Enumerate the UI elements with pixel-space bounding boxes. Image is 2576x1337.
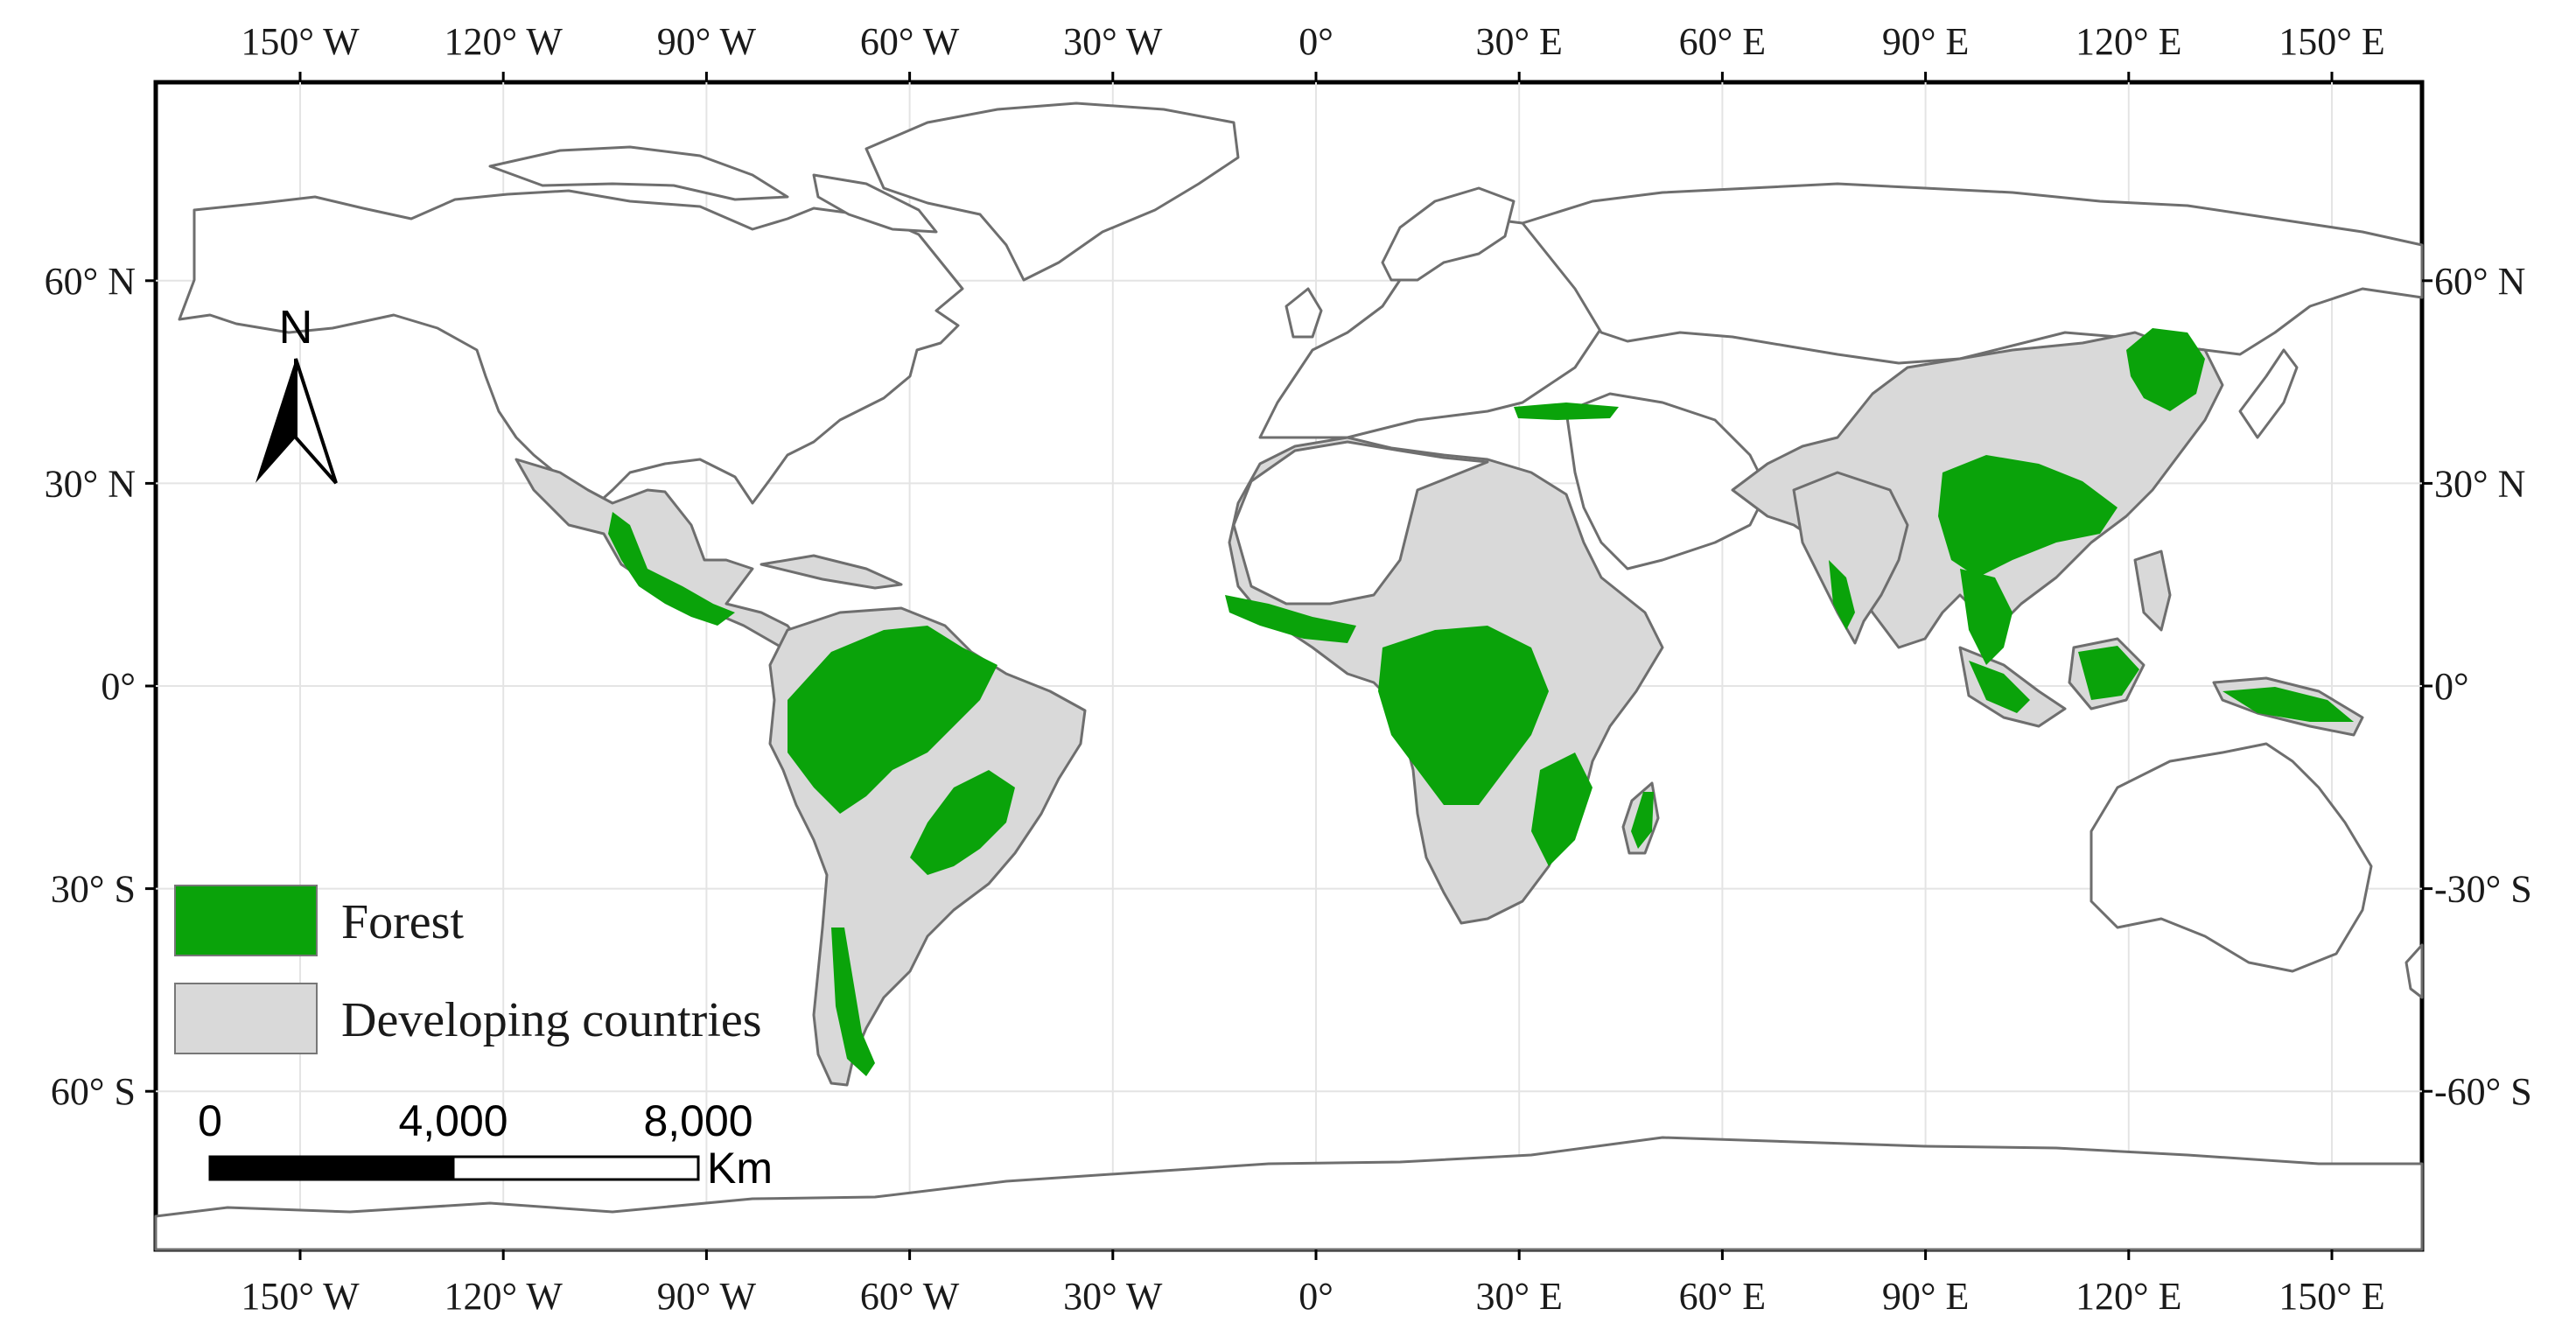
tick-label-bottom-4: 30° W — [1063, 1275, 1163, 1318]
tick-label-bottom-8: 90° E — [1882, 1275, 1969, 1318]
tick-label-right-2: 0° — [2434, 665, 2469, 708]
forest-west-africa — [1225, 595, 1356, 643]
legend-label-developing: Developing countries — [341, 993, 762, 1047]
baffin-island — [812, 173, 938, 234]
tick-label-top-3: 60° W — [860, 20, 960, 63]
forest-congo — [1378, 626, 1549, 805]
uk — [1284, 287, 1323, 339]
scale-label-4000: 4,000 — [398, 1096, 508, 1145]
forest-amazon — [788, 626, 998, 814]
tick-label-bottom-2: 90° W — [657, 1275, 757, 1318]
antarctica — [154, 1136, 2424, 1251]
tick-label-right-1: 30° N — [2434, 462, 2525, 505]
legend-label-forest: Forest — [341, 895, 464, 949]
tick-label-top-5: 0° — [1298, 20, 1334, 63]
caribbean-islands — [760, 554, 903, 590]
india — [1792, 471, 1909, 645]
tick-label-top-6: 30° E — [1475, 20, 1562, 63]
tick-label-top-2: 90° W — [657, 20, 757, 63]
japan — [2238, 348, 2299, 439]
tick-label-bottom-1: 120° W — [444, 1275, 564, 1318]
tick-label-right-4: -60° S — [2434, 1070, 2532, 1113]
forest-new-guinea — [2222, 687, 2354, 722]
north-arrow: N — [256, 301, 338, 485]
mexico-central-america — [514, 458, 807, 649]
tick-label-bottom-7: 60° E — [1679, 1275, 1766, 1318]
tick-label-top-9: 120° E — [2076, 20, 2181, 63]
forest-indochina — [1960, 569, 2012, 665]
axis-ticks — [145, 72, 2432, 1260]
tick-label-left-4: 60° S — [51, 1070, 136, 1113]
scale-bar-white — [452, 1155, 700, 1181]
forest-east-africa — [1531, 752, 1592, 866]
forest-central-america — [608, 512, 735, 626]
tick-label-bottom-6: 30° E — [1475, 1275, 1562, 1318]
tick-label-top-0: 150° W — [241, 20, 360, 63]
greenland — [864, 102, 1240, 282]
forest-turkey — [1514, 402, 1619, 420]
tick-label-top-10: 150° E — [2278, 20, 2384, 63]
tick-label-left-0: 60° N — [45, 260, 136, 303]
tick-label-top-4: 30° W — [1063, 20, 1163, 63]
tick-label-bottom-0: 150° W — [241, 1275, 360, 1318]
forest-sumatra — [1969, 661, 2030, 713]
tick-label-top-1: 120° W — [444, 20, 564, 63]
tick-label-top-8: 90° E — [1882, 20, 1969, 63]
north-arrow-label: N — [279, 301, 313, 354]
new-zealand — [2404, 943, 2424, 999]
forest-china-south — [1938, 455, 2118, 578]
scandinavia — [1381, 186, 1516, 282]
scale-bar-black — [208, 1155, 455, 1181]
tick-label-bottom-9: 120° E — [2076, 1275, 2181, 1318]
north-africa — [1232, 440, 1489, 606]
north-america — [178, 189, 964, 508]
tick-label-bottom-5: 0° — [1298, 1275, 1334, 1318]
tick-label-top-7: 60° E — [1679, 20, 1766, 63]
north-arrow-left-half — [256, 359, 296, 483]
australia — [2090, 742, 2373, 973]
forest-brazil-east — [910, 770, 1015, 875]
tick-label-bottom-10: 150° E — [2278, 1275, 2384, 1318]
forest-borneo — [2078, 646, 2139, 700]
forest-manchuria — [2126, 328, 2205, 411]
scale-label-0: 0 — [198, 1096, 222, 1145]
forest-madagascar — [1631, 792, 1654, 849]
scale-unit: Km — [707, 1144, 773, 1193]
scale-bar: 0 4,000 8,000 Km — [198, 1096, 773, 1193]
middle-east — [1564, 392, 1769, 570]
tick-label-left-2: 0° — [101, 665, 136, 708]
forest-cover — [608, 328, 2354, 1076]
tick-label-bottom-3: 60° W — [860, 1275, 960, 1318]
scale-label-8000: 8,000 — [643, 1096, 752, 1145]
axis-labels: 150° W 150° W 120° W 120° W 90° W 90° W 60° W 6… — [45, 20, 2532, 1318]
tick-label-left-3: 30° S — [51, 868, 136, 911]
tick-label-right-0: 60° N — [2434, 260, 2525, 303]
philippines — [2133, 550, 2172, 632]
forest-india-west — [1829, 560, 1855, 630]
arctic-islands — [488, 145, 789, 201]
legend-swatch-developing — [174, 983, 318, 1054]
north-arrow-right-half — [294, 358, 338, 485]
legend: Forest Developing countries — [174, 885, 762, 1054]
russia — [1521, 182, 2424, 365]
tick-label-left-1: 30° N — [45, 462, 136, 505]
forest-chile — [831, 928, 875, 1076]
legend-swatch-forest — [174, 885, 318, 956]
tick-label-right-3: -30° S — [2434, 868, 2532, 911]
